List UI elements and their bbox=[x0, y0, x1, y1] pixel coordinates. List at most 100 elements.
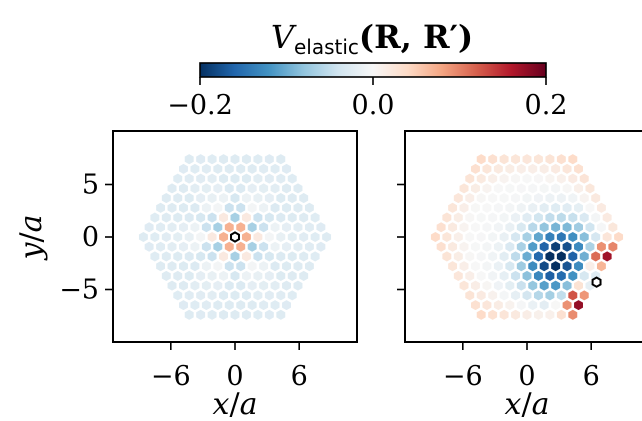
lattice-site bbox=[201, 279, 212, 292]
lattice-site bbox=[544, 250, 556, 263]
source-site-marker bbox=[591, 276, 602, 288]
lattice-site bbox=[149, 231, 161, 243]
lattice-site bbox=[538, 260, 550, 273]
lattice-site bbox=[475, 211, 487, 224]
lattice-site bbox=[550, 260, 561, 273]
lattice-site bbox=[218, 231, 229, 243]
lattice-site bbox=[470, 221, 481, 234]
lattice-site bbox=[561, 201, 573, 214]
lattice-site bbox=[498, 289, 510, 302]
lattice-site bbox=[527, 221, 538, 234]
lattice-site bbox=[441, 250, 453, 263]
lattice-site bbox=[556, 308, 567, 321]
lattice-site bbox=[453, 250, 464, 263]
lattice-site bbox=[269, 201, 281, 214]
lattice-site bbox=[453, 231, 464, 243]
lattice-site bbox=[464, 211, 476, 224]
lattice-site bbox=[246, 299, 258, 312]
lattice-site bbox=[430, 231, 441, 243]
lattice-site bbox=[487, 289, 498, 302]
lattice-site bbox=[475, 192, 487, 205]
lattice-site bbox=[315, 221, 327, 234]
lattice-site bbox=[275, 250, 287, 263]
lattice-site bbox=[435, 240, 447, 253]
lattice-site bbox=[516, 279, 527, 292]
lattice-site bbox=[246, 240, 258, 253]
lattice-site bbox=[533, 172, 544, 185]
lattice-site bbox=[556, 153, 567, 166]
lattice-site bbox=[596, 240, 607, 253]
lattice-site bbox=[161, 231, 172, 243]
lattice-site bbox=[464, 192, 476, 205]
lattice-site bbox=[252, 308, 264, 321]
lattice-site bbox=[241, 289, 252, 302]
lattice-site bbox=[578, 172, 590, 185]
lattice-site bbox=[464, 250, 476, 263]
lattice-site bbox=[481, 240, 493, 253]
lattice-site bbox=[298, 192, 309, 205]
lattice-site bbox=[550, 279, 561, 292]
lattice-site bbox=[516, 240, 527, 253]
lattice-site bbox=[441, 211, 453, 224]
lattice-site bbox=[172, 269, 184, 282]
lattice-site bbox=[578, 269, 590, 282]
lattice-site bbox=[161, 192, 172, 205]
lattice-site bbox=[241, 269, 252, 282]
lattice-site bbox=[498, 231, 510, 243]
colorbar-tick-label: −0.2 bbox=[167, 90, 233, 121]
lattice-site bbox=[212, 279, 224, 292]
lattice-site bbox=[286, 192, 298, 205]
lattice-site bbox=[544, 289, 556, 302]
lattice-site bbox=[241, 172, 252, 185]
lattice-site bbox=[550, 221, 561, 234]
lattice-site bbox=[172, 192, 184, 205]
lattice-site bbox=[527, 182, 538, 195]
lattice-site bbox=[206, 231, 218, 243]
lattice-site bbox=[161, 269, 172, 282]
lattice-site bbox=[458, 221, 470, 234]
lattice-site bbox=[281, 162, 292, 175]
lattice-site bbox=[493, 162, 504, 175]
lattice-site bbox=[286, 269, 298, 282]
lattice-site bbox=[321, 231, 332, 243]
colorbar-bar bbox=[199, 62, 547, 78]
y-tick-label: 0 bbox=[82, 222, 99, 253]
lattice-site bbox=[510, 289, 521, 302]
lattice-site bbox=[578, 250, 590, 263]
lattice-site bbox=[538, 221, 550, 234]
lattice-site bbox=[178, 260, 189, 273]
lattice-site bbox=[493, 201, 504, 214]
lattice-site bbox=[470, 299, 481, 312]
lattice-site bbox=[235, 182, 246, 195]
lattice-site bbox=[166, 182, 178, 195]
lattice-site bbox=[281, 260, 292, 273]
lattice-site bbox=[178, 162, 189, 175]
lattice-site bbox=[481, 260, 493, 273]
lattice-site bbox=[224, 279, 235, 292]
lattice-site bbox=[567, 308, 579, 321]
lattice-site bbox=[281, 221, 292, 234]
lattice-site bbox=[544, 211, 556, 224]
lattice-site bbox=[556, 192, 567, 205]
source-site-marker bbox=[230, 231, 240, 243]
lattice-site bbox=[578, 192, 590, 205]
lattice-site bbox=[544, 192, 556, 205]
lattice-site bbox=[584, 221, 596, 234]
lattice-site bbox=[189, 299, 201, 312]
lattice-site bbox=[212, 162, 224, 175]
lattice-site bbox=[601, 250, 613, 263]
lattice-site bbox=[516, 182, 527, 195]
lattice-site bbox=[498, 308, 510, 321]
lattice-site bbox=[510, 211, 521, 224]
lattice-site bbox=[487, 231, 498, 243]
lattice-site bbox=[183, 308, 195, 321]
lattice-site bbox=[189, 221, 201, 234]
lattice-site bbox=[241, 308, 252, 321]
lattice-site bbox=[584, 240, 596, 253]
lattice-site bbox=[218, 308, 229, 321]
lattice-site bbox=[498, 211, 510, 224]
lattice-site bbox=[206, 269, 218, 282]
lattice-site bbox=[229, 289, 241, 302]
lattice-site bbox=[573, 260, 584, 273]
lattice-site bbox=[206, 289, 218, 302]
